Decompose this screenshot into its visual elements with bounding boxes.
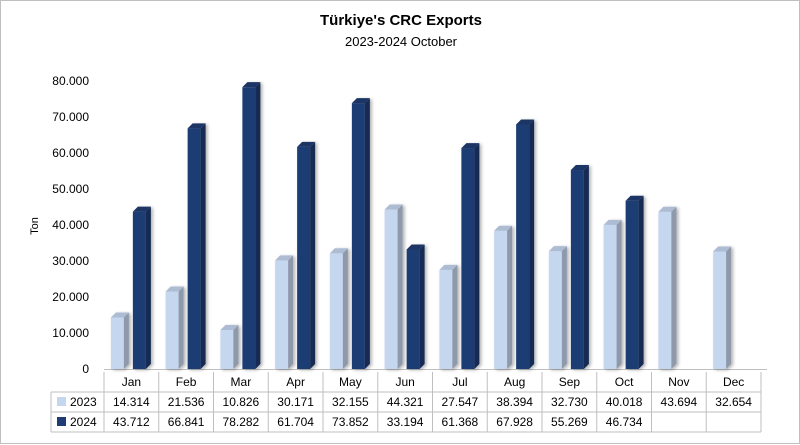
y-tick-label: 20.000: [52, 290, 89, 304]
data-label: 33.194: [387, 415, 424, 429]
data-label: 46.734: [606, 415, 643, 429]
y-axis-label: Ton: [29, 217, 41, 235]
y-tick-label: 40.000: [52, 218, 89, 232]
data-label: 61.704: [277, 415, 314, 429]
bar-2023-jun: [384, 204, 403, 369]
bar-2023-jan: [110, 312, 129, 369]
data-label: 67.928: [496, 415, 533, 429]
bar-2023-feb: [165, 286, 184, 369]
bar-2024-may: [351, 98, 370, 369]
legend-label-2023: 2023: [70, 395, 97, 409]
data-label: 43.712: [113, 415, 150, 429]
x-tick-label: Mar: [231, 375, 252, 389]
chart-title: Türkiye's CRC Exports: [320, 12, 482, 29]
x-tick-label: Aug: [504, 375, 525, 389]
y-tick-label: 0: [82, 362, 89, 376]
data-label: 78.282: [223, 415, 260, 429]
data-label: 10.826: [223, 395, 260, 409]
bar-2023-oct: [603, 219, 622, 369]
bar-2024-apr: [297, 141, 316, 369]
data-label: 40.018: [606, 395, 643, 409]
data-table: Jan Feb Mar Apr May Jun Jul Aug Sep Oct Nov Dec 2023…: [50, 372, 762, 433]
data-label: 32.155: [332, 395, 369, 409]
data-label: 43.694: [661, 395, 698, 409]
x-tick-label: Apr: [286, 375, 305, 389]
bar-2023-may: [329, 248, 348, 369]
bar-2023-apr: [275, 255, 294, 369]
x-tick-label: Jun: [395, 375, 414, 389]
data-label: 32.730: [551, 395, 588, 409]
bar-2024-jan: [132, 206, 151, 369]
bar-group: [104, 82, 767, 370]
y-tick-label: 60.000: [52, 146, 89, 160]
data-label: 14.314: [113, 395, 150, 409]
data-label: 61.368: [442, 415, 479, 429]
y-tick-label: 80.000: [52, 74, 89, 88]
legend-swatch-2023: [57, 397, 66, 406]
data-label: 27.547: [442, 395, 479, 409]
x-tick-label: Jul: [452, 375, 467, 389]
y-tick-label: 70.000: [52, 110, 89, 124]
y-axis: 0 10.000 20.000 30.000 40.000 50.000 60.000 70.…: [52, 74, 89, 376]
y-tick-label: 30.000: [52, 254, 89, 268]
bar-2023-aug: [494, 225, 513, 369]
x-tick-label: Dec: [723, 375, 744, 389]
data-label: 66.841: [168, 415, 205, 429]
x-tick-label: Jan: [122, 375, 141, 389]
data-label: 44.321: [387, 395, 424, 409]
data-label: 30.171: [277, 395, 314, 409]
legend-label-2024: 2024: [70, 415, 97, 429]
data-label: 73.852: [332, 415, 369, 429]
x-tick-label: Feb: [176, 375, 197, 389]
bar-2023-sep: [548, 246, 567, 369]
data-label: 21.536: [168, 395, 205, 409]
x-tick-label: May: [339, 375, 362, 389]
y-tick-label: 10.000: [52, 326, 89, 340]
x-tick-label: Sep: [559, 375, 581, 389]
x-tick-label: Oct: [615, 375, 634, 389]
x-tick-label: Nov: [668, 375, 689, 389]
bar-2024-sep: [570, 165, 589, 369]
data-label: 38.394: [496, 395, 533, 409]
legend-swatch-2024: [57, 417, 66, 426]
bar-2023-jul: [439, 264, 458, 369]
bar-2024-oct: [625, 195, 644, 369]
chart-subtitle: 2023-2024 October: [345, 34, 458, 49]
bar-2024-jul: [461, 143, 480, 369]
bar-2024-jun: [406, 244, 425, 369]
bar-2023-mar: [220, 325, 239, 369]
bar-2024-mar: [242, 82, 261, 369]
bar-2023-nov: [658, 206, 677, 369]
bar-2023-dec: [713, 246, 732, 369]
bar-2024-aug: [516, 119, 535, 369]
bar-2024-feb: [187, 123, 206, 369]
data-label: 55.269: [551, 415, 588, 429]
data-label: 32.654: [715, 395, 752, 409]
y-tick-label: 50.000: [52, 182, 89, 196]
